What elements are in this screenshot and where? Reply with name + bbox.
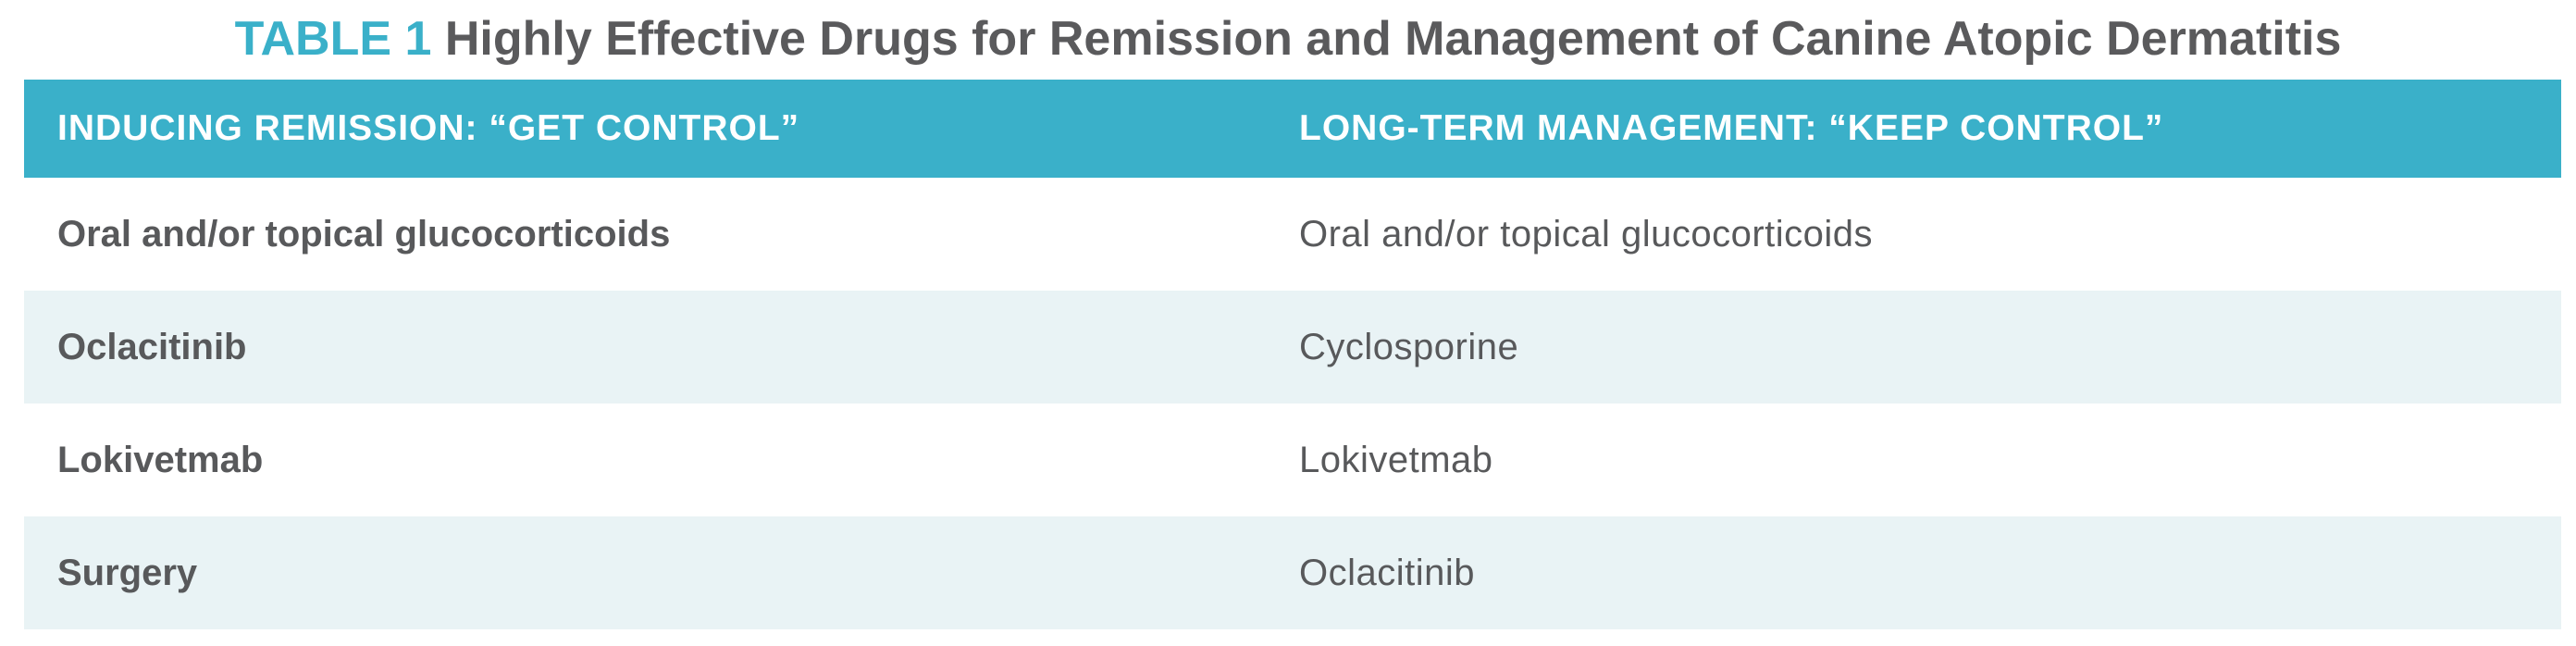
header-long-term-management: LONG-TERM MANAGEMENT: “KEEP CONTROL”: [1299, 108, 2164, 148]
table-row: Oral and/or topical glucocorticoids Oral…: [24, 178, 2561, 291]
table-row: Surgery Oclacitinib: [24, 516, 2561, 629]
drug-table: INDUCING REMISSION: “GET CONTROL” LONG-T…: [24, 80, 2561, 629]
table-cell-remission: Surgery: [57, 552, 198, 593]
table-cell-remission: Oral and/or topical glucocorticoids: [57, 213, 671, 255]
table-cell-management: Lokivetmab: [1299, 439, 1493, 480]
table-row: Oclacitinib Cyclosporine: [24, 291, 2561, 404]
header-inducing-remission: INDUCING REMISSION: “GET CONTROL”: [57, 108, 800, 148]
table-cell-management: Cyclosporine: [1299, 326, 1519, 367]
table-title-text: Highly Effective Drugs for Remission and…: [444, 12, 2342, 66]
table-cell-remission: Oclacitinib: [57, 326, 247, 367]
table-cell-management: Oclacitinib: [1299, 552, 1476, 593]
table-cell-management: Oral and/or topical glucocorticoids: [1299, 213, 1874, 255]
table-cell-remission: Lokivetmab: [57, 439, 264, 480]
table-header-row: INDUCING REMISSION: “GET CONTROL” LONG-T…: [24, 80, 2561, 178]
table-number-label: TABLE 1: [234, 12, 432, 66]
table-title: TABLE 1 Highly Effective Drugs for Remis…: [0, 9, 2576, 68]
table-row: Lokivetmab Lokivetmab: [24, 404, 2561, 516]
